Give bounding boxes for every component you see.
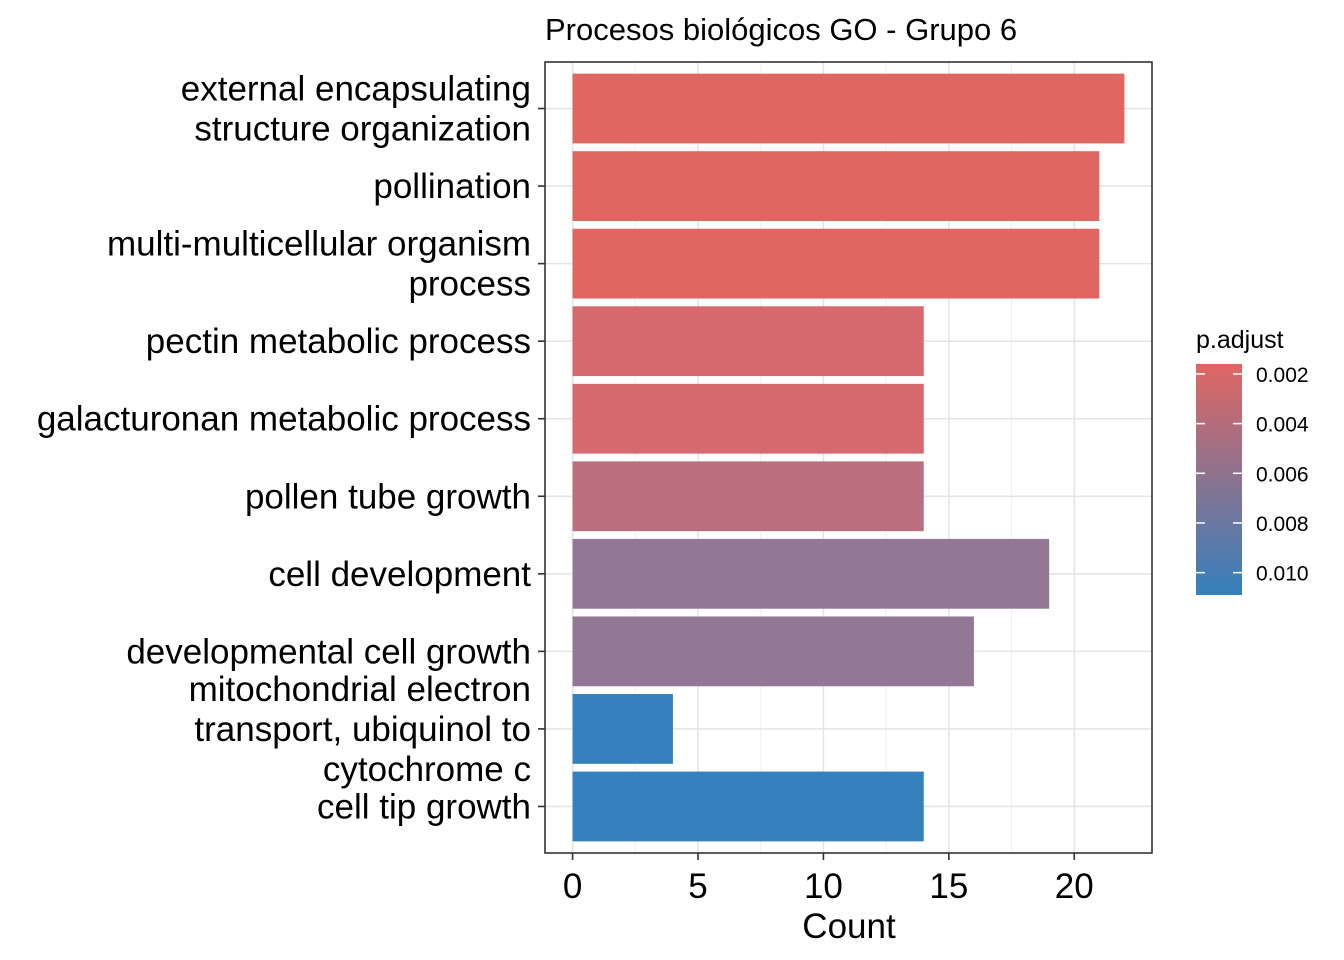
plot-border: [544, 61, 1153, 854]
x-axis-title: Count: [802, 907, 896, 946]
legend-tick-label: 0.010: [1256, 563, 1309, 586]
y-tick-label: galacturonan metabolic process: [37, 400, 531, 439]
bar: [572, 538, 1050, 609]
bar: [572, 383, 924, 454]
x-tick-label: 15: [929, 867, 968, 906]
y-axis-labels: external encapsulating structure organiza…: [37, 70, 545, 826]
legend-colorbar: [1196, 364, 1242, 595]
legend-tick-label: 0.008: [1256, 513, 1309, 536]
x-axis-ticks: 0 5 10 15 20: [563, 853, 1094, 906]
bars: [572, 73, 1125, 842]
bar: [572, 616, 974, 687]
x-tick-label: 0: [563, 867, 582, 906]
y-tick-label: pollination: [373, 167, 531, 206]
bar: [572, 771, 924, 842]
legend-title: p.adjust: [1196, 326, 1284, 354]
legend-tick-label: 0.006: [1256, 463, 1309, 486]
x-tick-label: 20: [1055, 867, 1094, 906]
y-tick-label: cell development: [268, 555, 531, 594]
y-tick-label: developmental cell growth: [126, 632, 531, 671]
legend-tick-label: 0.002: [1256, 364, 1309, 387]
bar: [572, 461, 924, 532]
x-tick-label: 5: [688, 867, 707, 906]
legend-tick-label: 0.004: [1256, 414, 1309, 437]
chart-title: Procesos biológicos GO - Grupo 6: [545, 12, 1017, 47]
y-tick-label: cell tip growth: [317, 787, 531, 826]
bar: [572, 306, 924, 377]
bar: [572, 228, 1100, 299]
legend-ticks: 0.002 0.004 0.006 0.008 0.010: [1196, 364, 1309, 586]
color-legend: p.adjust 0.002 0.004 0.006 0.008 0.010: [1196, 326, 1309, 595]
y-tick-label: pollen tube growth: [245, 477, 531, 516]
bar: [572, 73, 1125, 144]
bar: [572, 694, 673, 764]
y-tick-label: pectin metabolic process: [146, 322, 531, 361]
y-tick-label: mitochondrial electron transport, ubiquin…: [189, 670, 531, 789]
y-tick-label: multi-multicellular organism process: [107, 225, 531, 304]
x-tick-label: 10: [804, 867, 843, 906]
y-tick-label: external encapsulating structure organiza…: [181, 70, 531, 149]
bar: [572, 151, 1100, 221]
